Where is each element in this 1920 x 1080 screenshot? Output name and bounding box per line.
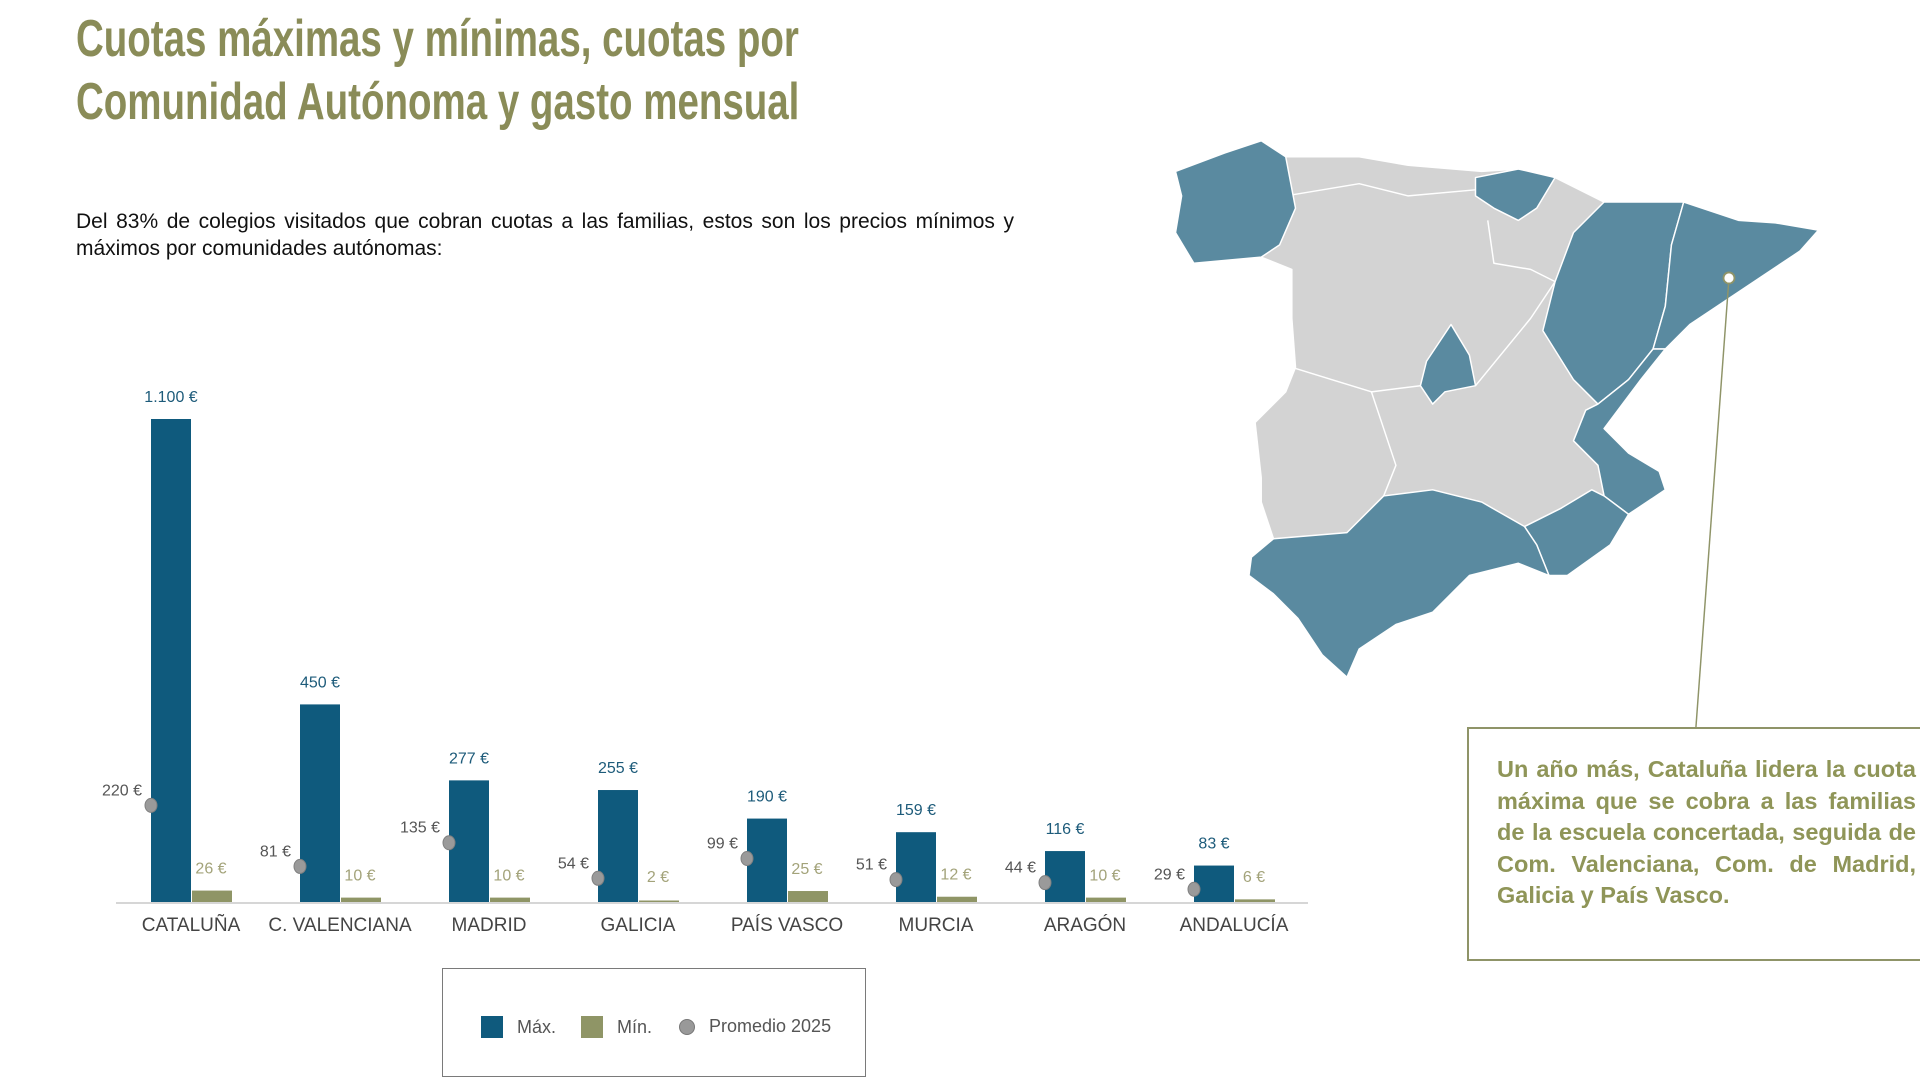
intro-text: Del 83% de colegios visitados que cobran… xyxy=(76,210,1014,260)
max-value-label: 116 € xyxy=(1046,821,1085,838)
title-line-1: Cuotas máximas y mínimas, cuotas por xyxy=(76,10,799,68)
category-label: PAÍS VASCO xyxy=(731,915,843,936)
min-value-label: 10 € xyxy=(344,868,375,885)
map-region-valencia xyxy=(1572,348,1667,516)
min-value-label: 6 € xyxy=(1243,869,1265,886)
min-value-label: 25 € xyxy=(791,861,822,878)
bar-max xyxy=(598,790,638,902)
title-line-2: Comunidad Autónoma y gasto mensual xyxy=(76,73,800,131)
legend-marker-average xyxy=(679,1018,695,1035)
average-value-label: 135 € xyxy=(400,820,440,837)
min-value-label: 10 € xyxy=(1089,868,1120,885)
average-value-label: 29 € xyxy=(1154,866,1185,883)
legend-label-average: Promedio 2025 xyxy=(709,1016,832,1036)
average-point xyxy=(144,797,158,813)
average-point xyxy=(293,858,307,874)
average-point xyxy=(740,851,754,867)
map-border xyxy=(1370,391,1397,497)
map-border xyxy=(1487,220,1556,283)
map-border xyxy=(1285,182,1476,197)
average-value-label: 220 € xyxy=(102,782,142,799)
legend-label-min: Mín. xyxy=(617,1016,653,1037)
bar-min xyxy=(1086,897,1126,902)
bar-max xyxy=(151,419,191,902)
max-value-label: 1.100 € xyxy=(144,389,197,406)
average-point xyxy=(1038,875,1052,891)
bar-max xyxy=(896,832,936,902)
legend-item-max: Máx. xyxy=(481,1016,556,1038)
bar-max xyxy=(747,818,787,902)
chart-legend: Máx. Mín. Promedio 2025 xyxy=(442,968,866,1077)
bar-min xyxy=(1235,899,1275,902)
max-value-label: 83 € xyxy=(1198,836,1229,853)
average-value-label: 99 € xyxy=(707,836,738,853)
bar-min xyxy=(937,896,977,902)
legend-swatch-min xyxy=(581,1016,603,1038)
bar-min xyxy=(490,897,530,902)
category-label: ARAGÓN xyxy=(1044,914,1126,936)
cataluna-marker-icon xyxy=(1722,271,1736,285)
category-label: MURCIA xyxy=(899,915,974,936)
min-value-label: 12 € xyxy=(940,867,971,884)
min-value-label: 2 € xyxy=(647,869,669,886)
callout-leader-line xyxy=(1695,277,1730,728)
map-border xyxy=(1474,281,1556,387)
average-point xyxy=(591,870,605,886)
map-region-pais-vasco xyxy=(1474,168,1556,222)
category-label: C. VALENCIANA xyxy=(268,915,412,936)
max-value-label: 159 € xyxy=(896,802,936,819)
average-value-label: 51 € xyxy=(856,857,887,874)
bar-max xyxy=(300,704,340,902)
callout-box: Un año más, Cataluña lidera la cuota máx… xyxy=(1467,727,1920,961)
map-region-galicia xyxy=(1174,140,1297,264)
bar-max xyxy=(1045,851,1085,902)
legend-label-max: Máx. xyxy=(517,1016,557,1037)
average-point xyxy=(442,835,456,851)
category-label: GALICIA xyxy=(601,915,676,936)
bar-max xyxy=(449,780,489,902)
map-region-andalucia xyxy=(1248,489,1550,678)
category-label: CATALUÑA xyxy=(142,914,241,936)
max-value-label: 255 € xyxy=(598,760,638,777)
bar-max xyxy=(1194,865,1234,902)
max-value-label: 277 € xyxy=(449,750,489,767)
bar-min xyxy=(788,891,828,902)
bar-min xyxy=(192,890,232,902)
min-value-label: 26 € xyxy=(195,861,226,878)
max-value-label: 450 € xyxy=(300,674,340,691)
average-value-label: 44 € xyxy=(1005,860,1036,877)
map-region-madrid xyxy=(1419,323,1477,405)
min-value-label: 10 € xyxy=(493,868,524,885)
category-label: MADRID xyxy=(452,915,527,936)
bar-min xyxy=(639,900,679,902)
average-point xyxy=(1187,881,1201,897)
callout-text: Un año más, Cataluña lidera la cuota máx… xyxy=(1497,756,1916,908)
category-label: ANDALUCÍA xyxy=(1180,915,1289,936)
map-region-cataluna xyxy=(1652,201,1820,350)
max-value-label: 190 € xyxy=(747,789,787,806)
legend-item-average: Promedio 2025 xyxy=(679,1016,831,1037)
average-value-label: 81 € xyxy=(260,843,291,860)
page-title: Cuotas máximas y mínimas, cuotas por Com… xyxy=(76,8,799,134)
bar-min xyxy=(341,897,381,902)
average-value-label: 54 € xyxy=(558,855,589,872)
legend-swatch-max xyxy=(481,1016,503,1038)
legend-item-min: Mín. xyxy=(581,1016,652,1038)
average-point xyxy=(889,872,903,888)
